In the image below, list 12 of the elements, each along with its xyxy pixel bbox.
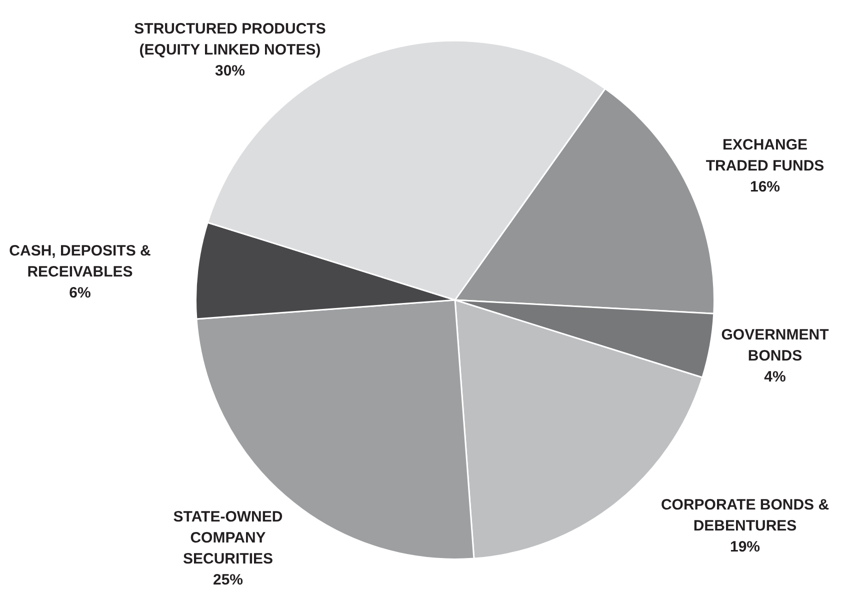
data-label: 4% bbox=[764, 368, 786, 386]
slice-label: EXCHANGE TRADED FUNDS bbox=[706, 136, 824, 175]
data-label: 16% bbox=[750, 178, 780, 196]
slice-label: CORPORATE BONDS & DEBENTURES bbox=[660, 496, 830, 535]
slice-label: CASH, DEPOSITS & RECEIVABLES bbox=[9, 242, 152, 281]
slice-label: STRUCTURED PRODUCTS (EQUITY LINKED NOTES) bbox=[134, 20, 326, 59]
slice-label: STATE-OWNED COMPANY SECURITIES bbox=[173, 508, 283, 568]
data-label: 6% bbox=[69, 284, 91, 302]
slice-label: GOVERNMENT BONDS bbox=[721, 326, 829, 365]
data-label: 30% bbox=[214, 62, 246, 80]
data-label: 19% bbox=[730, 538, 760, 556]
data-label: 25% bbox=[212, 572, 244, 589]
